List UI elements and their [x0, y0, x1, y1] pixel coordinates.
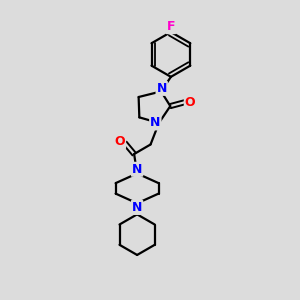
- Text: O: O: [185, 96, 195, 109]
- Text: N: N: [157, 82, 167, 95]
- Text: N: N: [150, 116, 160, 130]
- Text: N: N: [132, 163, 142, 176]
- Text: O: O: [115, 135, 125, 148]
- Text: F: F: [167, 20, 175, 33]
- Text: N: N: [132, 201, 142, 214]
